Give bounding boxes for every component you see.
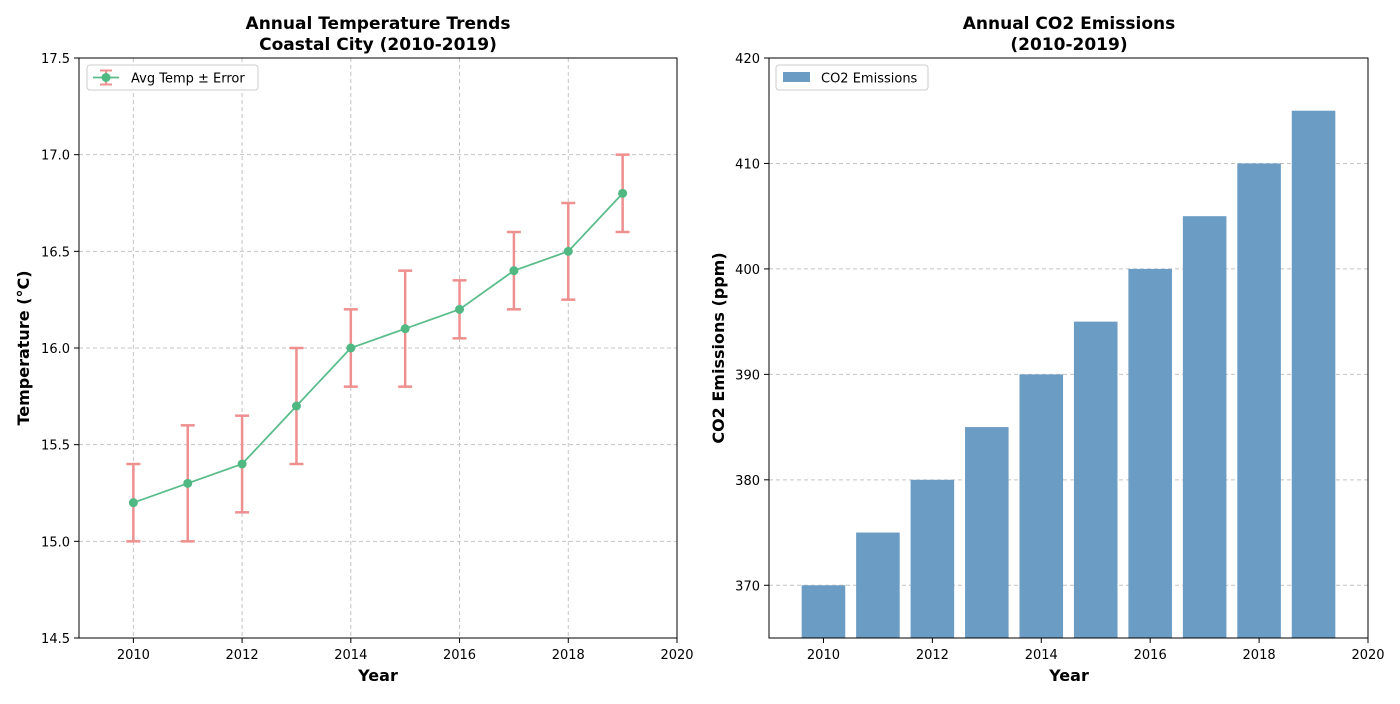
co2-legend-box: [775, 64, 929, 91]
co2-bar: [1291, 110, 1336, 638]
co2-bar: [1182, 216, 1227, 638]
temp-data-point: [128, 498, 138, 508]
temp-xtick-label: 2018: [552, 648, 585, 663]
temp-chart-title: Annual Temperature Trends: [246, 14, 511, 34]
co2-bar: [1128, 268, 1172, 638]
co2-xtick-label: 2010: [807, 648, 840, 663]
temp-chart-ylabel: Temperature (°C): [14, 270, 33, 425]
co2-legend-swatch: [783, 72, 810, 82]
co2-ytick-label: 370: [735, 579, 760, 594]
temp-data-point: [509, 266, 519, 276]
temp-ytick-label: 16.0: [41, 342, 70, 357]
temp-xtick-label: 2020: [660, 648, 693, 663]
co2-chart-title: Annual CO2 Emissions: [963, 14, 1175, 34]
temp-data-point: [618, 188, 628, 198]
temp-data-point: [183, 478, 193, 488]
temp-chart: 2010 2012 2014 2016 2018 2020 14.5 15.0 15.5 16.0…: [41, 52, 694, 663]
temp-legend-box: [86, 64, 259, 91]
temp-ytick-label: 17.0: [41, 149, 70, 164]
co2-bar: [1073, 321, 1118, 638]
co2-ytick-label: 390: [735, 368, 760, 383]
temp-xtick-label: 2012: [226, 648, 259, 663]
co2-xtick-label: 2018: [1243, 648, 1276, 663]
temp-grid: [79, 57, 678, 639]
temp-chart-subtitle: Coastal City (2010-2019): [259, 35, 497, 55]
temp-legend-label: Avg Temp ± Error: [131, 72, 245, 87]
co2-ytick-label: 420: [735, 52, 760, 67]
co2-legend: CO2 Emissions: [775, 64, 929, 91]
co2-xtick-label: 2016: [1134, 648, 1167, 663]
temp-series: [126, 153, 630, 543]
temp-ytick-label: 15.5: [41, 439, 70, 454]
temp-xtick-label: 2010: [117, 648, 150, 663]
temp-data-point: [291, 401, 301, 411]
temp-data-point: [455, 304, 465, 314]
co2-bar: [1237, 163, 1281, 639]
temp-ytick-label: 14.5: [41, 632, 70, 647]
temp-series-line: [133, 192, 624, 504]
co2-axes-frame: [768, 57, 1369, 639]
temp-data-point: [400, 324, 410, 334]
co2-ytick-label: 380: [735, 474, 760, 489]
temp-data-point: [346, 343, 356, 353]
co2-series: [801, 110, 1336, 639]
temp-legend-marker: [101, 73, 111, 82]
co2-xtick-label: 2012: [916, 648, 949, 663]
co2-ytick-label: 400: [735, 263, 760, 278]
co2-chart-ylabel: CO2 Emissions (ppm): [709, 252, 728, 443]
co2-chart-xlabel: Year: [1048, 666, 1089, 685]
temp-ytick-label: 16.5: [41, 245, 70, 260]
temp-axes-frame: [78, 57, 678, 639]
temp-data-point: [237, 459, 247, 469]
temp-data-point: [563, 246, 573, 256]
temp-ytick-label: 15.0: [41, 535, 70, 550]
temp-chart-xlabel: Year: [357, 666, 398, 685]
co2-xtick-label: 2020: [1351, 648, 1384, 663]
co2-chart: 2010 2012 2014 2016 2018 2020 370 380 390 400 410 4…: [735, 52, 1384, 663]
co2-bar: [910, 479, 955, 638]
co2-chart-subtitle: (2010-2019): [1010, 35, 1127, 55]
temp-ytick-label: 17.5: [41, 52, 70, 67]
co2-legend-label: CO2 Emissions: [821, 72, 918, 87]
co2-ytick-label: 410: [735, 157, 760, 172]
temp-xtick-label: 2014: [334, 648, 367, 663]
temp-xtick-label: 2016: [443, 648, 476, 663]
temp-legend: Avg Temp ± Error: [86, 64, 259, 91]
co2-bar: [856, 532, 900, 638]
co2-xtick-label: 2014: [1025, 648, 1058, 663]
co2-bar: [1019, 374, 1064, 638]
co2-bar: [965, 427, 1009, 638]
co2-bar: [801, 585, 846, 638]
